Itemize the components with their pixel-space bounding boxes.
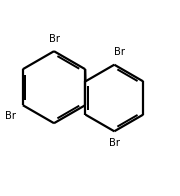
Text: Br: Br [109,139,120,149]
Text: Br: Br [114,47,125,57]
Text: Br: Br [48,34,60,44]
Text: Br: Br [5,111,16,121]
